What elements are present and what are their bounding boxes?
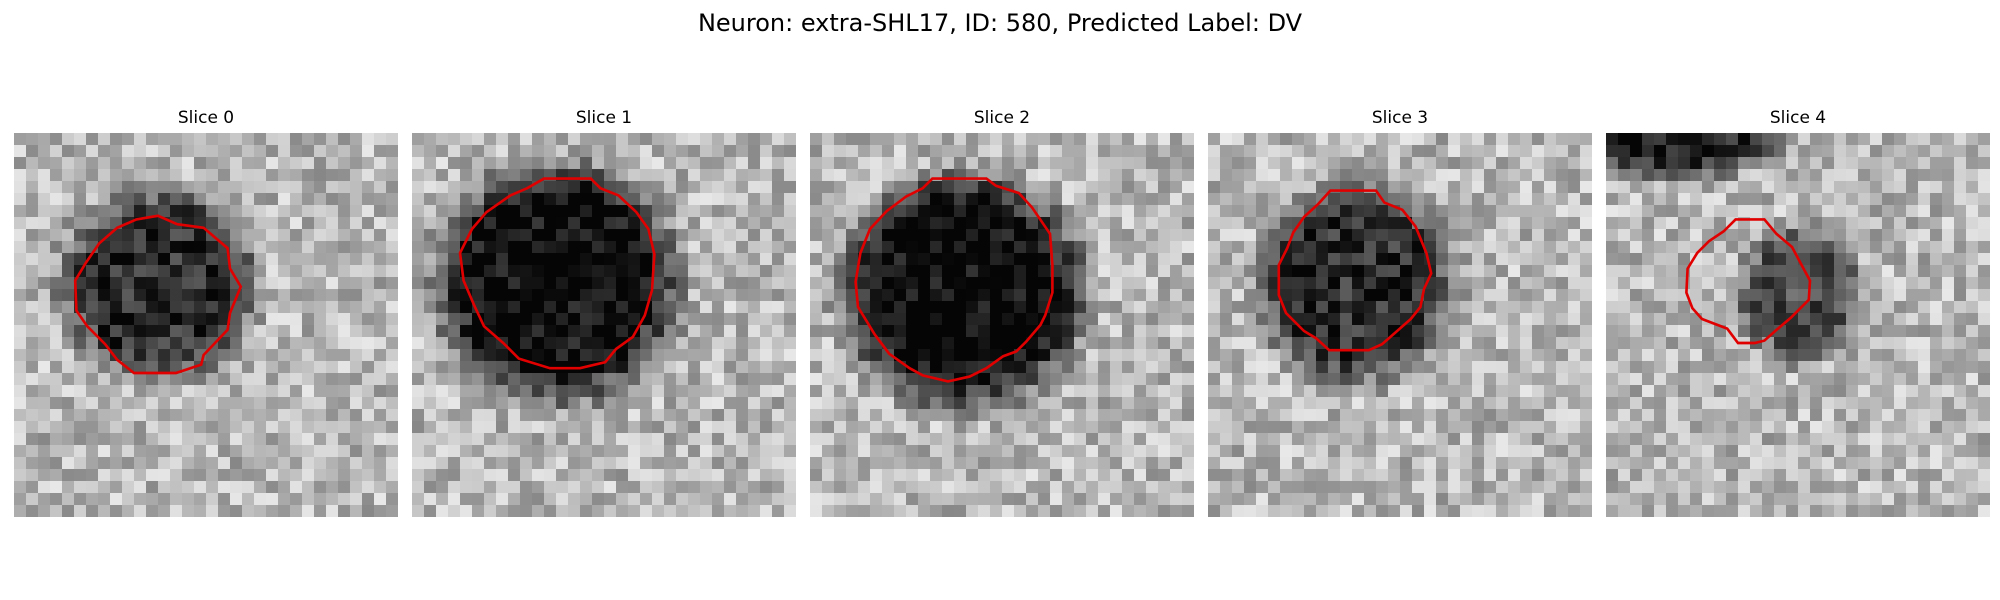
slice-image-1 [412,133,796,517]
slice-image-4 [1606,133,1990,517]
neuron-contour [73,214,243,375]
neuron-contour [458,177,656,370]
slice-panel-1: Slice 1 [412,108,796,517]
figure-title: Neuron: extra-SHL17, ID: 580, Predicted … [697,9,1303,37]
neuron-contour [854,177,1054,383]
slice-panel-0: Slice 0 [14,108,398,517]
slice-panel-2: Slice 2 [810,108,1194,517]
slice-image-0 [14,133,398,517]
neuron-contour [1277,189,1433,352]
slice-title-2: Slice 2 [973,108,1031,128]
slice-title-3: Slice 3 [1371,108,1429,128]
neuron-contour [1685,218,1812,345]
slice-panel-4: Slice 4 [1606,108,1990,517]
slice-panel-3: Slice 3 [1208,108,1592,517]
slice-image-3 [1208,133,1592,517]
slice-title-1: Slice 1 [575,108,633,128]
slice-image-2 [810,133,1194,517]
slice-title-4: Slice 4 [1769,108,1827,128]
slice-title-0: Slice 0 [177,108,235,128]
